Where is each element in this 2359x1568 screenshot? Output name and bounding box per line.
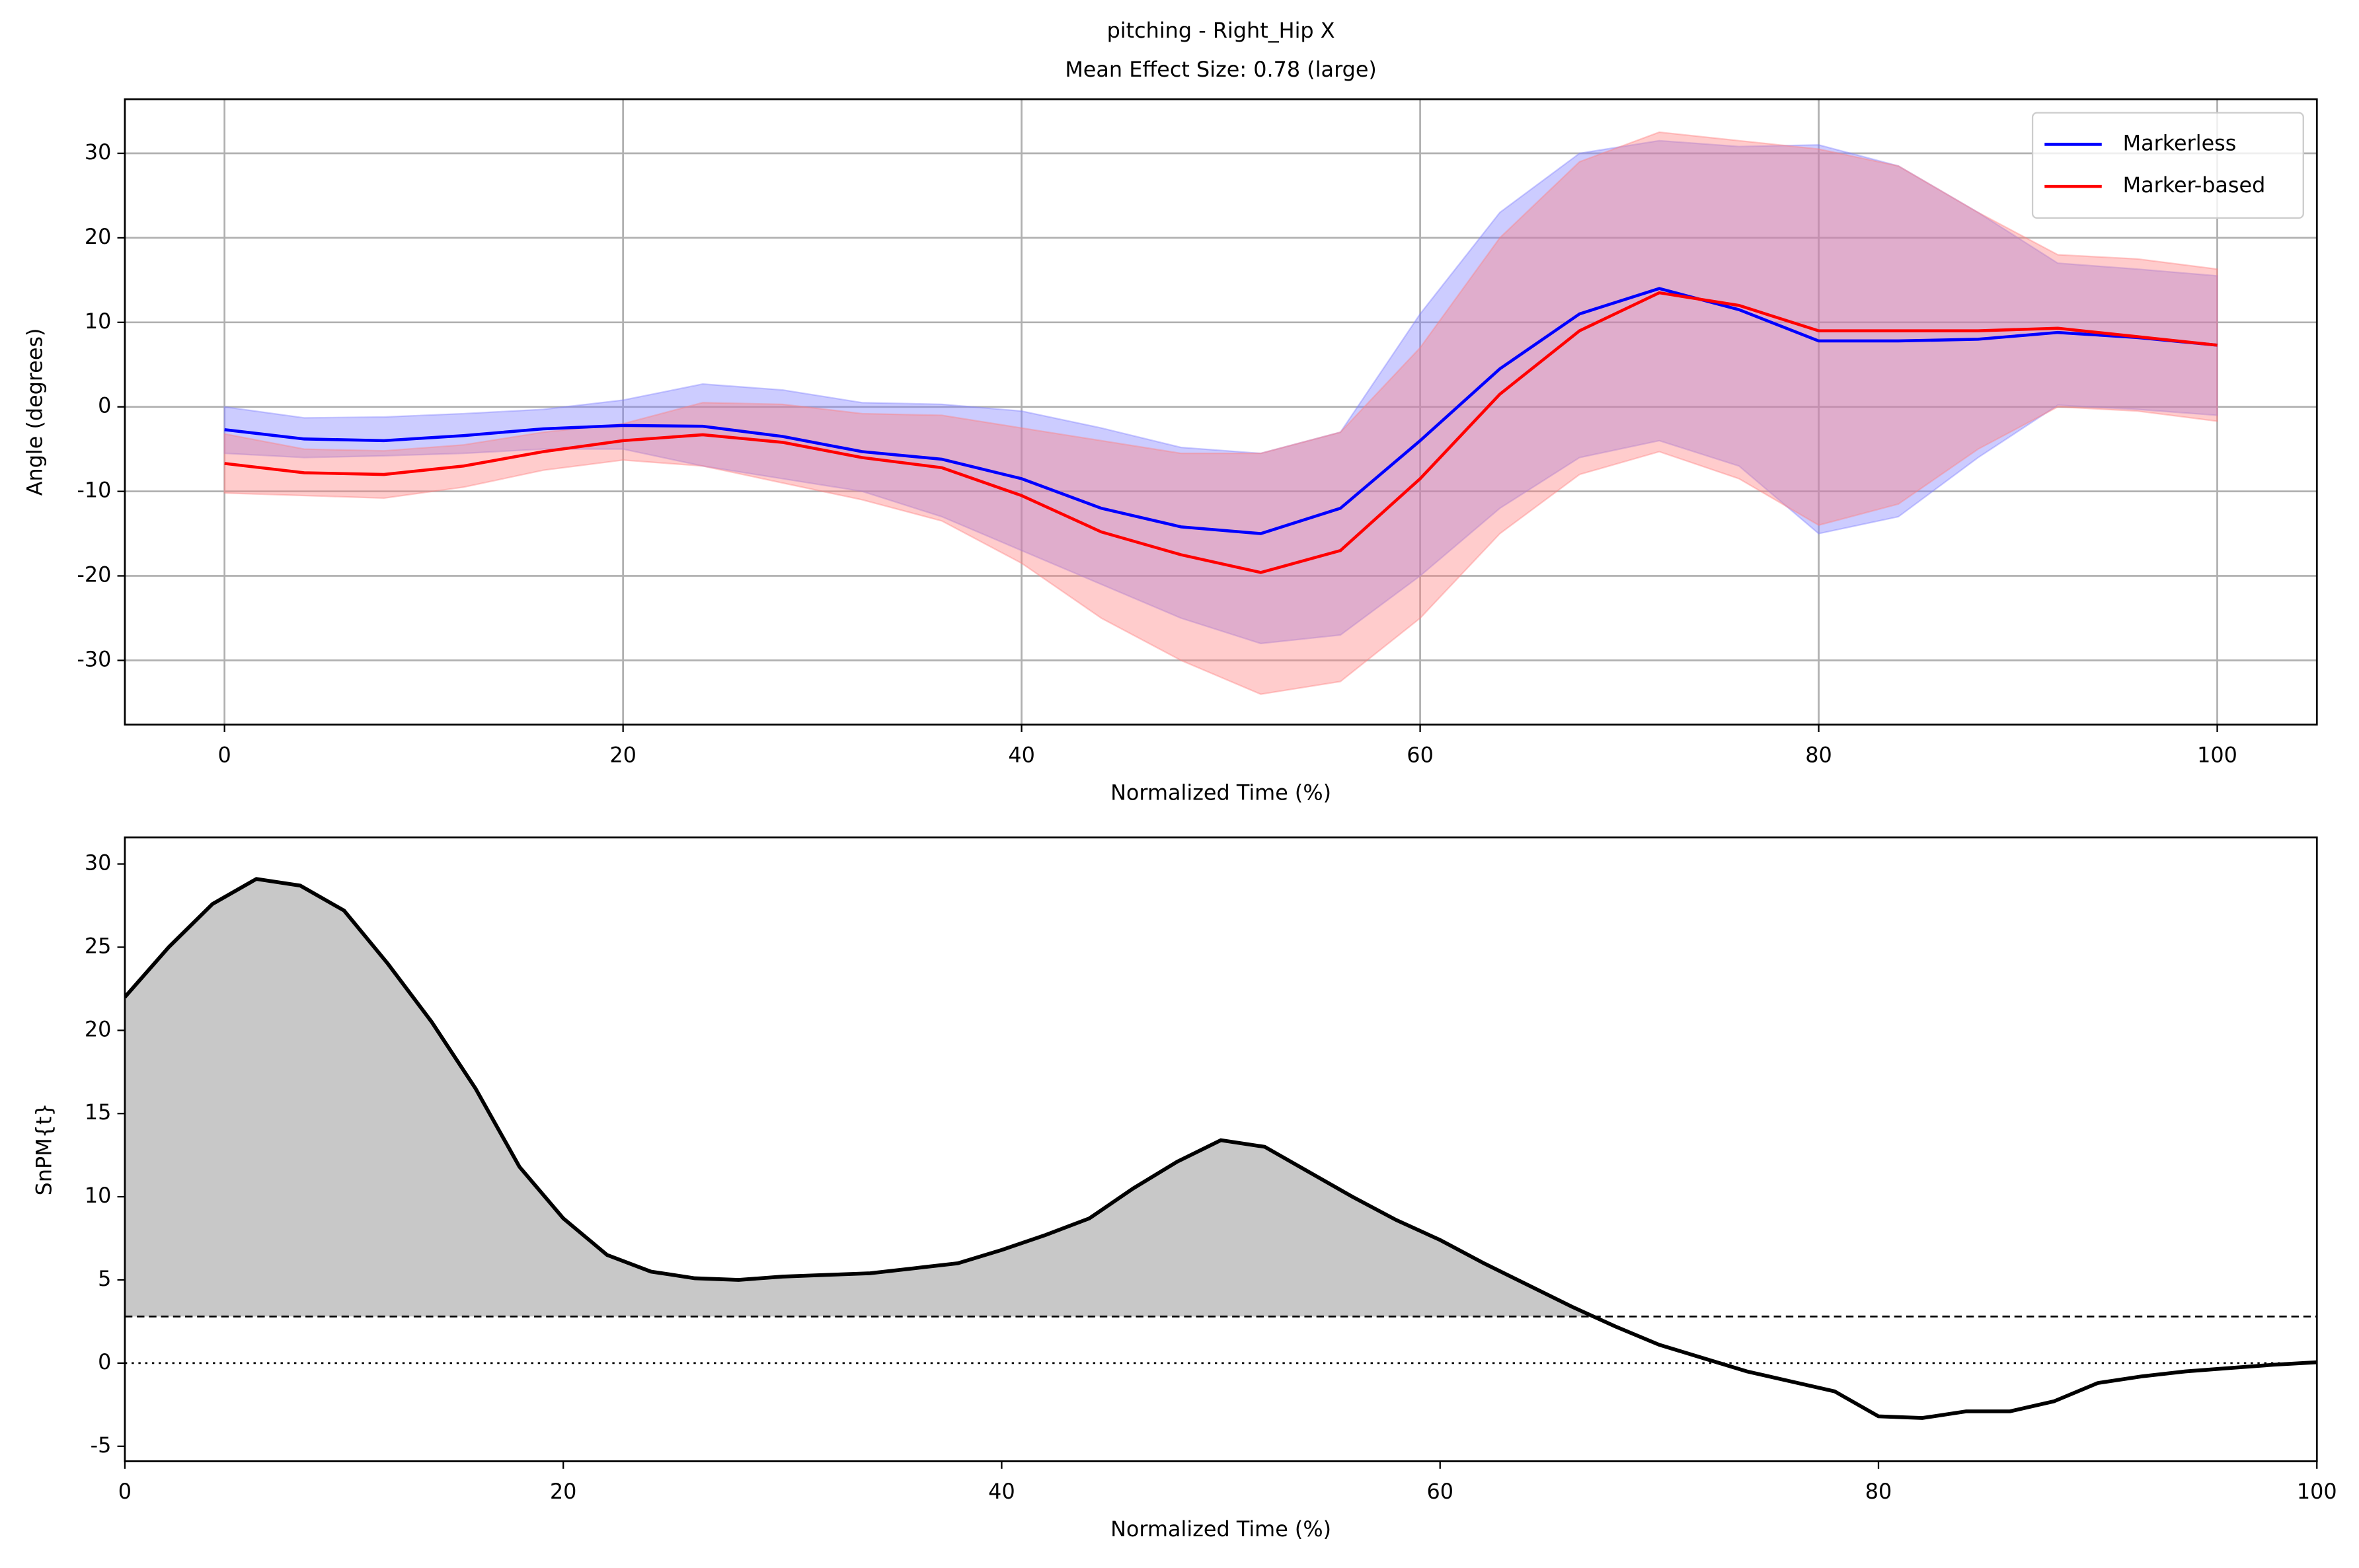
x-tick-label: 80 bbox=[1805, 742, 1832, 767]
y-tick-label: 5 bbox=[98, 1266, 111, 1291]
x-tick-label: 60 bbox=[1426, 1479, 1453, 1504]
x-tick-label: 0 bbox=[218, 742, 231, 767]
x-tick-label: 40 bbox=[988, 1479, 1015, 1504]
legend-box bbox=[2031, 112, 2304, 219]
plot-area bbox=[124, 877, 2317, 1420]
y-tick-label: 0 bbox=[98, 393, 111, 418]
mean-line bbox=[124, 877, 2317, 1420]
sd-band bbox=[223, 139, 2218, 645]
x-tick-label: 80 bbox=[1865, 1479, 1892, 1504]
legend-label: Marker-based bbox=[2123, 172, 2266, 198]
x-tick-label: 20 bbox=[609, 742, 637, 767]
suprathreshold-area bbox=[124, 879, 1594, 1317]
y-tick-label: -10 bbox=[77, 478, 111, 503]
plot-area bbox=[223, 131, 2218, 695]
chart-title: pitching - Right_Hip X bbox=[1107, 18, 1335, 43]
x-tick-label: 40 bbox=[1008, 742, 1035, 767]
y-tick-label: -30 bbox=[77, 646, 111, 671]
chart-subtitle: Mean Effect Size: 0.78 (large) bbox=[1065, 57, 1377, 82]
axes-frame bbox=[124, 98, 2318, 726]
x-tick-label: 20 bbox=[550, 1479, 577, 1504]
y-tick-label: -5 bbox=[91, 1433, 112, 1458]
y-tick-label: 15 bbox=[85, 1100, 112, 1125]
y-axis-label: SnPM{t} bbox=[31, 1103, 56, 1195]
y-tick-label: 20 bbox=[85, 1016, 112, 1041]
mean-line bbox=[224, 287, 2218, 535]
legend-label: Markerless bbox=[2123, 130, 2237, 155]
y-tick-label: 30 bbox=[85, 850, 112, 876]
y-tick-label: 0 bbox=[98, 1349, 111, 1374]
x-tick-label: 100 bbox=[2197, 742, 2237, 767]
y-tick-label: 10 bbox=[85, 309, 112, 334]
y-tick-label: 10 bbox=[85, 1183, 112, 1208]
sd-band bbox=[223, 131, 2218, 695]
y-tick-label: 25 bbox=[85, 933, 112, 958]
y-tick-label: -20 bbox=[77, 562, 111, 587]
x-tick-label: 60 bbox=[1407, 742, 1434, 767]
x-axis-label: Normalized Time (%) bbox=[1110, 780, 1331, 805]
y-axis-label: Angle (degrees) bbox=[22, 328, 48, 496]
y-tick-label: 20 bbox=[85, 224, 112, 249]
x-tick-label: 100 bbox=[2297, 1479, 2337, 1504]
x-tick-label: 0 bbox=[118, 1479, 132, 1504]
y-tick-label: 30 bbox=[85, 139, 112, 165]
mean-line bbox=[224, 291, 2218, 574]
axes-frame bbox=[124, 836, 2318, 1462]
x-axis-label: Normalized Time (%) bbox=[1110, 1516, 1331, 1542]
